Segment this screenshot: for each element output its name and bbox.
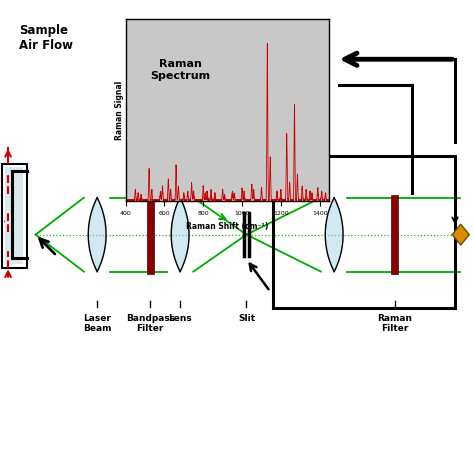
- Polygon shape: [88, 198, 106, 272]
- Bar: [5, 167, 23, 264]
- Polygon shape: [171, 198, 189, 272]
- Bar: [273, 156, 455, 308]
- Text: Raman
Spectrum: Raman Spectrum: [151, 59, 211, 81]
- Bar: [147, 195, 154, 274]
- Polygon shape: [325, 198, 343, 272]
- Text: Raman
Filter: Raman Filter: [377, 314, 412, 333]
- Text: Bandpass
Filter: Bandpass Filter: [126, 314, 175, 333]
- Text: Sample
Air Flow: Sample Air Flow: [19, 24, 73, 52]
- X-axis label: Raman Shift (cm⁻¹): Raman Shift (cm⁻¹): [186, 222, 269, 231]
- Bar: [391, 195, 398, 274]
- Polygon shape: [452, 224, 469, 245]
- Text: Lens: Lens: [168, 314, 192, 323]
- Text: Slit: Slit: [238, 314, 255, 323]
- Bar: [2, 164, 27, 268]
- Text: Laser
Beam: Laser Beam: [83, 314, 111, 333]
- Y-axis label: Raman Signal: Raman Signal: [115, 81, 124, 140]
